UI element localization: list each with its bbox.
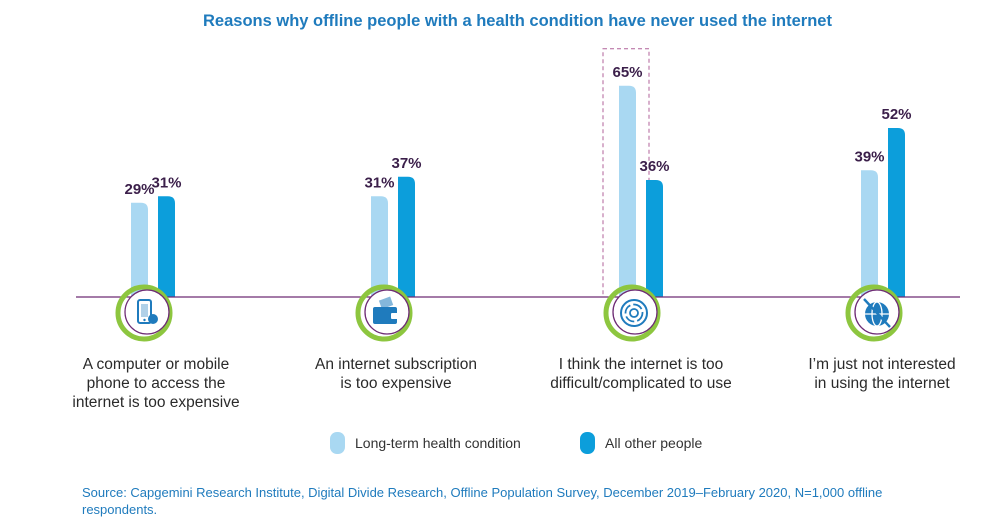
source-note: Source: Capgemini Research Institute, Di… <box>82 485 883 517</box>
bar-other-0 <box>158 196 175 297</box>
bar-other-3 <box>888 128 905 297</box>
legend-label-health: Long-term health condition <box>355 435 521 451</box>
bar-health-2 <box>619 85 636 297</box>
value-label-health-3: 39% <box>854 148 884 165</box>
value-label-other-2: 36% <box>639 158 669 175</box>
category-label-2: I think the internet is too difficult/co… <box>550 356 732 392</box>
category-label-1: An internet subscription is too expensiv… <box>315 356 477 392</box>
bar-chart: 29%31% 31%37%65%36%39%52% <box>76 48 960 342</box>
legend-label-other: All other people <box>605 435 703 451</box>
category-label-3: I’m just not interested in using the int… <box>808 356 956 392</box>
legend-swatch-other <box>580 432 595 454</box>
mobile-phone-icon <box>115 284 173 342</box>
crossed-globe-icon <box>845 284 903 342</box>
bar-health-3 <box>861 170 878 297</box>
bar-health-1 <box>371 196 388 297</box>
value-label-health-2: 65% <box>612 64 642 81</box>
legend-swatch-health <box>330 432 345 454</box>
category-label-0: A computer or mobile phone to access the… <box>72 356 240 411</box>
bar-other-2 <box>646 180 663 297</box>
legend-item-health: Long-term health condition <box>330 432 521 454</box>
bar-health-0 <box>131 202 148 297</box>
value-label-other-0: 31% <box>151 174 181 191</box>
value-label-health-1: 31% <box>364 174 394 191</box>
chart-title: Reasons why offline people with a health… <box>203 12 832 30</box>
value-label-other-3: 52% <box>881 106 911 123</box>
maze-icon <box>603 284 661 342</box>
value-label-other-1: 37% <box>391 155 421 172</box>
wallet-icon <box>355 284 413 342</box>
value-label-health-0: 29% <box>124 181 154 198</box>
bar-other-1 <box>398 176 415 297</box>
legend-item-other: All other people <box>580 432 702 454</box>
